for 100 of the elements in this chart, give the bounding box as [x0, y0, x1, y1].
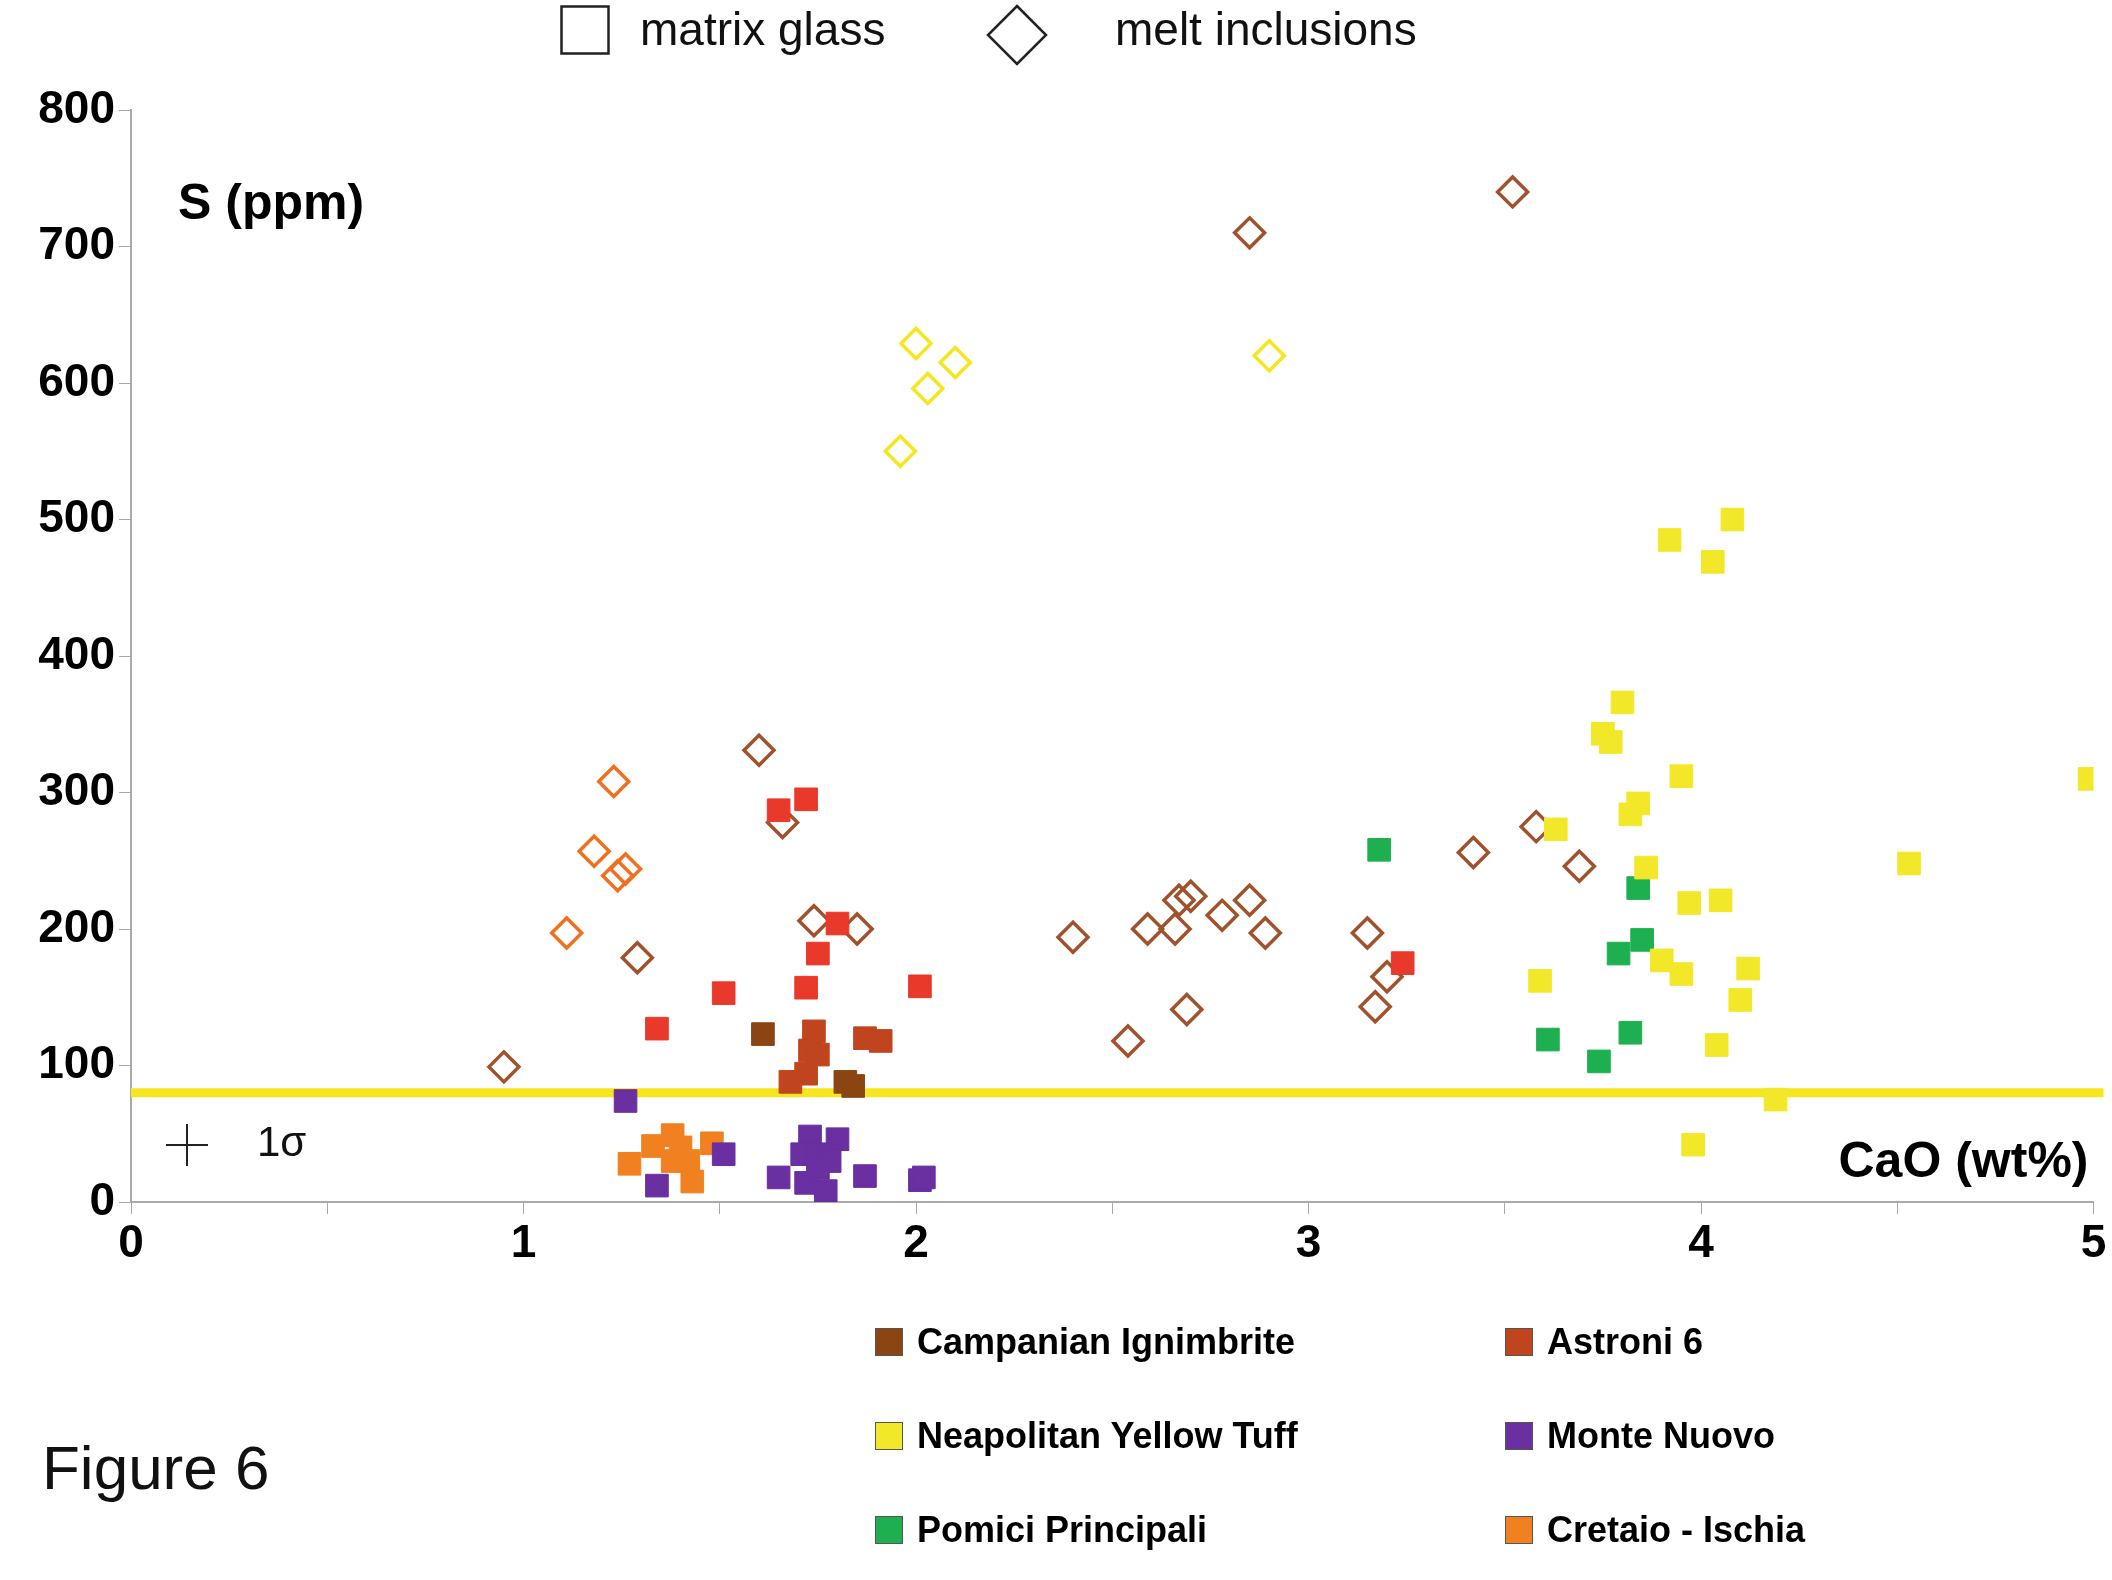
- point: [1634, 855, 1658, 880]
- point: [620, 940, 655, 975]
- point: [1897, 851, 1921, 876]
- point: [680, 1169, 705, 1194]
- point: [711, 981, 736, 1005]
- point: [1630, 928, 1654, 952]
- legend-label: Astroni 6: [1547, 1320, 1704, 1364]
- point: [676, 1149, 701, 1173]
- point: [794, 975, 818, 1000]
- point: [1728, 988, 1753, 1012]
- point: [487, 1050, 521, 1084]
- point: [1669, 962, 1694, 986]
- point: [1232, 216, 1267, 250]
- point: [1056, 920, 1090, 954]
- point: [899, 326, 933, 361]
- point: [617, 1151, 642, 1176]
- point: [1598, 730, 1623, 754]
- point: [1528, 969, 1552, 993]
- point: [868, 1029, 893, 1053]
- y-tick-label: 700: [38, 217, 115, 270]
- point: [1649, 948, 1674, 973]
- point: [813, 1179, 838, 1202]
- annotation: 1σ: [257, 1118, 307, 1166]
- point: [911, 371, 945, 406]
- point: [1130, 912, 1165, 946]
- point: [1162, 883, 1196, 918]
- point: [841, 1074, 866, 1098]
- point: [1681, 1132, 1705, 1157]
- point: [908, 974, 932, 999]
- legend-label: Cretaio - Ischia: [1547, 1508, 1806, 1552]
- point: [1495, 175, 1530, 209]
- y-tick-label: 400: [38, 626, 115, 679]
- y-tick-label: 0: [89, 1172, 115, 1225]
- point: [1610, 690, 1635, 715]
- point: [645, 1016, 669, 1041]
- legend-label: Campanian Ignimbrite: [917, 1320, 1296, 1364]
- point: [1456, 835, 1491, 870]
- point: [1111, 1024, 1145, 1058]
- caption: Figure 6: [42, 1432, 270, 1503]
- point: [1708, 888, 1733, 913]
- point: [794, 787, 818, 812]
- point: [938, 345, 972, 380]
- y-tick-label: 800: [38, 80, 115, 133]
- point: [1252, 338, 1286, 373]
- point: [1358, 990, 1392, 1024]
- point: [613, 1089, 638, 1113]
- point: [825, 911, 850, 936]
- point: [766, 1165, 791, 1190]
- point: [597, 764, 631, 799]
- point: [853, 1164, 877, 1188]
- point: [600, 859, 635, 893]
- y-axis-title: S (ppm): [178, 173, 365, 230]
- point: [711, 1142, 736, 1167]
- point: [1618, 1020, 1643, 1045]
- point: [1677, 891, 1702, 915]
- point: [1763, 1087, 1788, 1112]
- point: [1606, 941, 1631, 966]
- point: [1626, 876, 1651, 900]
- point: [1232, 883, 1267, 918]
- y-tick-label: 200: [38, 899, 115, 952]
- point: [1669, 764, 1694, 788]
- y-tick-label: 100: [38, 1036, 115, 1089]
- point: [1736, 956, 1760, 981]
- point: [1170, 992, 1204, 1027]
- point: [549, 916, 584, 950]
- y-tick-label: 600: [38, 353, 115, 406]
- point: [883, 434, 918, 468]
- point: [577, 834, 611, 868]
- point: [1562, 849, 1597, 883]
- point: [608, 852, 643, 886]
- point: [766, 798, 791, 823]
- point: [1618, 802, 1643, 827]
- x-tick-label: 2: [903, 1215, 929, 1268]
- point: [1174, 879, 1208, 913]
- point: [806, 1042, 830, 1067]
- x-tick-label: 1: [510, 1215, 537, 1268]
- point: [806, 941, 830, 966]
- point: [751, 1022, 775, 1046]
- point: [1700, 550, 1725, 574]
- text: melt inclusions: [1115, 2, 1417, 56]
- x-tick-label: 4: [1688, 1215, 1715, 1268]
- x-tick-label: 3: [1295, 1215, 1322, 1268]
- point: [1390, 951, 1415, 975]
- point: [1205, 898, 1239, 933]
- legend-label: Neapolitan Yellow Tuff: [917, 1414, 1298, 1458]
- point: [1720, 507, 1745, 532]
- text: matrix glass: [640, 2, 886, 56]
- y-tick-label: 500: [38, 490, 115, 543]
- point: [778, 1070, 803, 1094]
- point: [1367, 838, 1391, 862]
- point: [1350, 916, 1385, 950]
- point: [1158, 912, 1192, 946]
- y-tick-label: 300: [38, 763, 115, 816]
- point: [742, 733, 776, 767]
- point: [1587, 1049, 1611, 1074]
- point: [1248, 916, 1283, 950]
- point: [1704, 1033, 1729, 1057]
- x-axis-title: CaO (wt%): [1838, 1131, 2089, 1188]
- point: [1370, 960, 1404, 994]
- point: [1536, 1027, 1560, 1052]
